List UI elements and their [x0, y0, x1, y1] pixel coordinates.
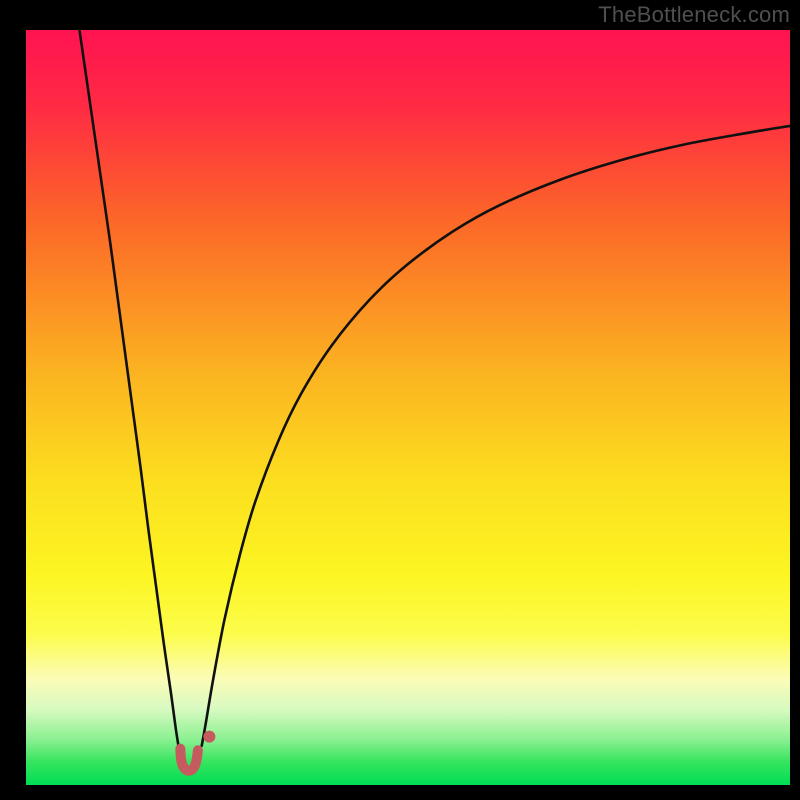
chart-svg [0, 0, 800, 800]
chart-container: TheBottleneck.com [0, 0, 800, 800]
watermark-text: TheBottleneck.com [598, 2, 790, 28]
